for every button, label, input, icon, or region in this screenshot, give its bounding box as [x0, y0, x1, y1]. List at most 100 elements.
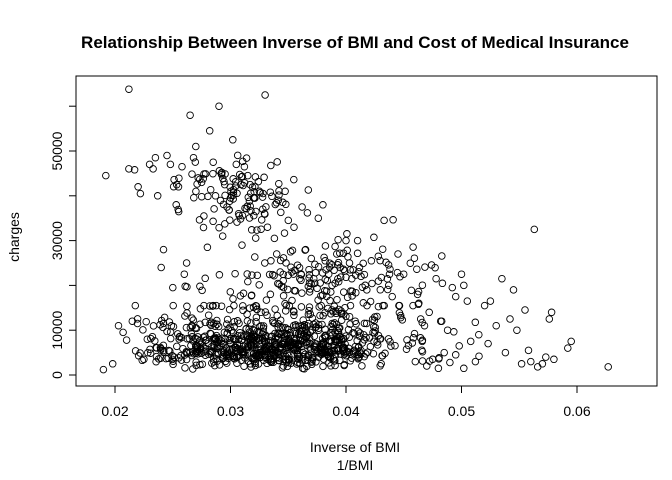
data-point	[446, 358, 454, 367]
data-point	[376, 286, 385, 294]
data-point	[460, 281, 468, 290]
data-point	[457, 270, 466, 278]
data-point	[164, 354, 173, 363]
data-point	[280, 340, 289, 348]
data-point	[527, 357, 535, 366]
data-point	[309, 320, 318, 329]
data-point	[190, 350, 198, 358]
data-point	[317, 292, 325, 300]
data-point	[338, 346, 347, 355]
data-point	[311, 260, 319, 269]
data-point	[177, 356, 186, 364]
data-point	[274, 329, 282, 337]
data-point	[142, 317, 150, 326]
data-point	[269, 358, 278, 366]
data-point	[199, 333, 208, 342]
data-point	[258, 329, 267, 338]
data-point	[367, 257, 376, 265]
data-point	[376, 256, 384, 265]
data-point	[271, 305, 279, 313]
data-point	[418, 347, 427, 356]
data-point	[354, 327, 362, 336]
data-point	[159, 319, 168, 328]
data-point	[304, 186, 313, 194]
x-tick-label: 0.05	[448, 403, 475, 419]
data-point	[271, 334, 280, 342]
data-point	[196, 282, 204, 291]
data-point	[397, 313, 405, 322]
data-point	[321, 257, 329, 265]
data-point	[209, 158, 217, 166]
data-point	[336, 249, 344, 257]
data-point	[191, 342, 200, 350]
data-point	[278, 364, 287, 372]
data-point	[498, 274, 506, 283]
data-point	[337, 316, 346, 324]
data-point	[343, 230, 351, 238]
data-point	[245, 197, 254, 205]
data-point	[232, 160, 241, 169]
data-point	[239, 306, 247, 315]
data-point	[203, 243, 212, 252]
data-point	[250, 330, 258, 339]
data-point	[393, 268, 402, 277]
data-point	[213, 316, 221, 325]
data-point	[210, 343, 218, 352]
data-point	[180, 270, 189, 278]
data-point	[223, 359, 231, 367]
data-point	[322, 266, 330, 274]
data-point	[136, 189, 145, 198]
x-tick-label: 0.06	[563, 403, 590, 419]
data-point	[348, 292, 356, 300]
data-point	[201, 170, 210, 178]
data-point	[352, 320, 360, 328]
data-point	[145, 160, 154, 169]
data-point	[368, 279, 376, 288]
data-point	[299, 316, 307, 324]
data-point	[157, 263, 165, 272]
data-point	[359, 299, 368, 307]
data-point	[138, 356, 146, 365]
data-point	[283, 331, 291, 339]
data-point	[418, 318, 426, 327]
data-point	[418, 336, 427, 345]
data-point	[149, 322, 158, 330]
data-point	[374, 331, 383, 340]
data-point	[156, 320, 164, 329]
data-point	[322, 287, 331, 295]
data-point	[359, 259, 367, 268]
data-point	[332, 307, 340, 315]
data-point	[356, 329, 364, 337]
data-point	[159, 323, 167, 332]
data-point	[191, 158, 200, 166]
data-point	[331, 242, 339, 251]
data-point	[221, 191, 229, 200]
data-point	[343, 293, 352, 302]
data-point	[290, 223, 298, 231]
data-point	[229, 352, 238, 360]
data-point	[114, 321, 123, 330]
data-point	[205, 127, 214, 135]
data-point	[267, 161, 275, 170]
data-point	[252, 207, 260, 216]
data-point	[298, 289, 306, 297]
data-point	[308, 360, 316, 369]
data-point	[300, 365, 308, 373]
data-point	[275, 179, 283, 188]
data-point	[360, 319, 369, 328]
data-point	[389, 216, 397, 224]
data-point	[125, 165, 133, 173]
data-point	[245, 214, 254, 222]
data-point	[293, 360, 301, 368]
data-point	[410, 329, 419, 338]
data-point	[122, 336, 131, 344]
data-point	[517, 360, 526, 368]
data-point	[319, 201, 327, 209]
data-point	[188, 314, 196, 322]
data-point	[349, 328, 357, 337]
data-point	[486, 297, 495, 305]
data-point	[208, 302, 217, 310]
data-point	[189, 316, 198, 324]
data-point	[173, 342, 181, 351]
data-point	[170, 353, 178, 361]
